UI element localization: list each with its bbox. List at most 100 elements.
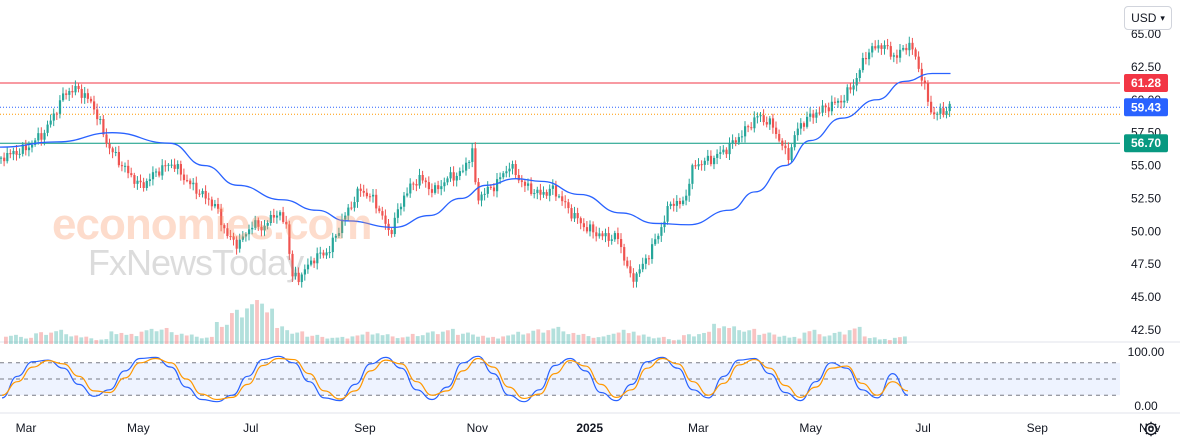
candle-body xyxy=(610,239,613,241)
volume-bar xyxy=(747,330,752,344)
candle-body xyxy=(858,70,861,79)
volume-bar xyxy=(4,336,8,344)
candle xyxy=(802,121,806,132)
candle-body xyxy=(356,188,359,203)
candle xyxy=(415,179,418,192)
candle xyxy=(452,166,455,187)
candle xyxy=(368,193,372,202)
volume-bar xyxy=(797,338,802,344)
candle xyxy=(551,179,554,195)
candle xyxy=(905,43,908,55)
candle-body xyxy=(142,182,145,188)
candle-body xyxy=(86,93,89,99)
stochastic-k-line xyxy=(1,355,909,403)
candle-body xyxy=(316,253,319,264)
candle-body xyxy=(558,196,561,198)
candle-body xyxy=(592,224,595,233)
candle xyxy=(257,217,260,231)
candle xyxy=(632,268,635,288)
candle xyxy=(58,95,62,119)
candle xyxy=(492,183,496,197)
candle xyxy=(254,215,257,231)
candle xyxy=(220,203,223,232)
candle xyxy=(158,167,161,178)
candle-body xyxy=(251,227,254,230)
candle xyxy=(108,138,111,155)
settings-button[interactable] xyxy=(1140,418,1162,440)
candle xyxy=(393,212,396,237)
candle-body xyxy=(722,149,725,153)
candle xyxy=(939,103,942,120)
candle xyxy=(864,51,868,65)
volume-bar xyxy=(39,332,43,344)
volume-bar xyxy=(250,304,254,344)
candle-body xyxy=(89,98,93,102)
candle-body xyxy=(337,233,341,236)
volume-bar xyxy=(692,336,696,344)
candle-body xyxy=(415,183,418,186)
candle xyxy=(585,221,589,234)
candle-body xyxy=(430,189,434,193)
candle xyxy=(790,144,793,164)
candle-body xyxy=(827,107,830,112)
volume-bar xyxy=(330,337,335,344)
volume-bar xyxy=(345,338,350,344)
volume-bar xyxy=(69,336,74,344)
candle-body xyxy=(279,212,282,216)
candle-body xyxy=(409,183,412,194)
candle xyxy=(396,203,399,224)
candle xyxy=(263,219,266,237)
candle xyxy=(325,248,328,259)
volume-bar xyxy=(184,335,189,344)
candle xyxy=(483,188,486,201)
time-tick-label: Jul xyxy=(915,421,930,435)
volume-bar xyxy=(14,334,18,344)
time-tick-label: May xyxy=(127,421,150,435)
candle xyxy=(843,94,846,108)
time-tick-label: Nov xyxy=(467,421,488,435)
candle-body xyxy=(21,144,24,154)
candle-body xyxy=(806,116,809,127)
candle-body xyxy=(843,100,846,103)
candle-body xyxy=(297,272,300,283)
candle-body xyxy=(368,196,372,198)
candle xyxy=(539,183,542,201)
candle-body xyxy=(802,123,806,127)
candle-body xyxy=(812,113,815,118)
volume-bar xyxy=(536,329,541,344)
candle xyxy=(638,264,641,277)
candle xyxy=(356,186,359,208)
volume-bar xyxy=(471,334,475,344)
candle-body xyxy=(350,207,353,209)
candle-body xyxy=(647,258,651,260)
volume-bar xyxy=(194,336,199,344)
candle xyxy=(647,255,651,266)
candle xyxy=(762,109,765,126)
candle xyxy=(651,238,654,264)
candle-body xyxy=(344,215,347,220)
candle-body xyxy=(291,253,294,277)
candle xyxy=(139,174,142,189)
candle-body xyxy=(902,47,905,50)
candle-body xyxy=(117,151,120,166)
candle-body xyxy=(942,108,945,115)
candle-body xyxy=(427,182,430,190)
candle xyxy=(328,245,331,259)
volume-bar xyxy=(712,323,716,344)
price-tick-label: 47.50 xyxy=(1131,257,1161,271)
candle-body xyxy=(638,269,641,274)
candle xyxy=(722,145,725,155)
candle xyxy=(251,221,254,235)
currency-selector[interactable]: USD ▾ xyxy=(1124,6,1172,30)
volume-bar xyxy=(837,331,842,344)
candle-body xyxy=(465,162,468,171)
candle xyxy=(93,95,96,115)
candle xyxy=(616,227,620,245)
volume-bar xyxy=(501,336,506,344)
candle-body xyxy=(933,112,936,115)
candle xyxy=(601,230,604,241)
candle-body xyxy=(623,247,626,261)
time-tick-label: Mar xyxy=(688,421,709,435)
volume-bar xyxy=(767,332,772,344)
